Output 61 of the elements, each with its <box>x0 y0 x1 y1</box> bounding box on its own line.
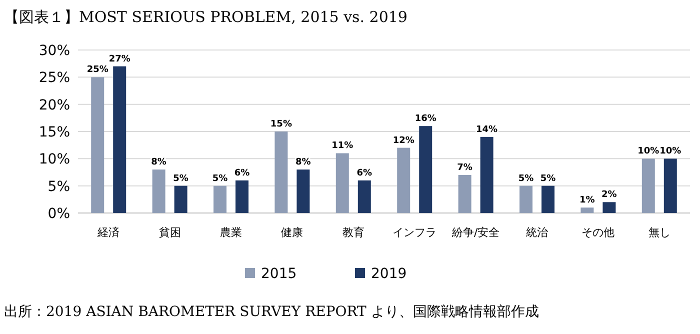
y-tick-label: 25% <box>38 70 70 86</box>
y-tick-label: 30% <box>38 43 70 59</box>
bar <box>419 126 432 213</box>
data-label: 8% <box>151 158 166 168</box>
data-label: 1% <box>580 196 595 206</box>
data-label: 6% <box>356 168 372 178</box>
text: 出所：2019 ASIAN BAROMETER SURVEY REPORT より、国際戦略情報部作成 <box>4 304 539 320</box>
chart-title: 【図表１】MOST SERIOUS PROBLEM, 2015 vs. 2019 <box>4 8 408 26</box>
legend-label: 2015 <box>261 266 297 282</box>
data-label: 5% <box>212 174 228 184</box>
bar <box>296 170 310 213</box>
data-label: 5% <box>518 174 534 184</box>
bar <box>152 170 166 213</box>
x-tick-label: 健康 <box>281 226 304 239</box>
bar <box>480 136 494 213</box>
x-tick-label: その他 <box>582 226 615 239</box>
data-label: 10% <box>660 146 682 157</box>
x-tick-label: 貧困 <box>158 226 181 239</box>
y-tick-label: 10% <box>38 152 70 168</box>
bar <box>214 186 226 213</box>
bar <box>397 148 410 213</box>
data-label: 8% <box>296 158 311 168</box>
bar <box>542 186 554 213</box>
data-label: 5% <box>173 174 188 184</box>
x-tick-label: 統治 <box>526 226 548 239</box>
bar <box>580 208 594 213</box>
bar <box>91 77 104 213</box>
y-tick-label: 5% <box>48 178 70 195</box>
x-tick-label: 紛争/安全 <box>450 226 500 239</box>
bar <box>520 186 532 213</box>
data-label: 12% <box>392 136 414 146</box>
data-label: 14% <box>476 124 498 135</box>
bar <box>642 158 655 213</box>
bar <box>358 180 371 213</box>
bar <box>274 132 288 213</box>
data-label: 11% <box>332 141 354 152</box>
legend-label: 2019 <box>371 266 407 282</box>
data-label: 27% <box>108 54 130 64</box>
x-tick-label: 教育 <box>342 226 364 239</box>
bar <box>336 153 349 213</box>
x-tick-label: 農業 <box>220 226 242 239</box>
x-tick-label: インフラ <box>392 226 437 239</box>
bar <box>236 180 248 213</box>
data-label: 25% <box>86 65 108 76</box>
data-label: 10% <box>638 146 660 157</box>
data-label: 16% <box>414 114 436 124</box>
bar <box>602 202 616 213</box>
bar <box>458 174 472 213</box>
data-label: 15% <box>270 120 292 130</box>
data-label: 6% <box>234 168 250 178</box>
x-tick-label: 無し <box>648 226 670 239</box>
x-tick-label: 経済 <box>96 226 120 239</box>
data-label: 7% <box>457 162 472 173</box>
bar <box>664 158 677 213</box>
y-tick-label: 15% <box>38 124 70 140</box>
y-tick-label: 0% <box>48 206 70 222</box>
bar <box>174 186 188 213</box>
data-label: 2% <box>602 190 617 200</box>
bar <box>113 66 126 213</box>
data-label: 5% <box>540 174 556 184</box>
y-tick-label: 20% <box>38 97 70 114</box>
